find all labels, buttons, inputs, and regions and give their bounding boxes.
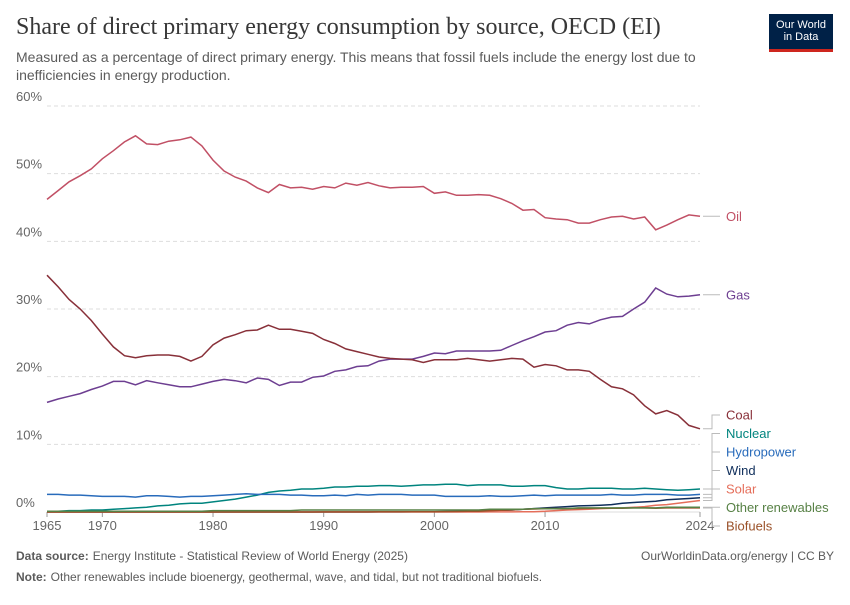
legend-label: Nuclear [726, 426, 771, 441]
series-line [46, 274, 701, 430]
x-tick-label: 2024 [686, 518, 715, 533]
series-line [46, 134, 701, 231]
y-tick-label: 30% [16, 292, 42, 307]
legend-label: Oil [726, 209, 742, 224]
y-tick-label: 40% [16, 224, 42, 239]
y-tick-label: 50% [16, 157, 42, 172]
legend-label: Coal [726, 408, 753, 423]
label-connector [703, 470, 720, 499]
legend-label: Wind [726, 463, 756, 478]
subtitle-box: Measured as a percentage of direct prima… [16, 49, 696, 83]
logo-box[interactable] [769, 14, 833, 52]
y-tick-label: 10% [16, 427, 42, 442]
x-tick-label: 1980 [199, 518, 228, 533]
note-label: Note: [16, 570, 47, 584]
note-text: Other renewables include bioenergy, geot… [51, 570, 542, 584]
source-label: Data source: [16, 549, 89, 563]
y-tick-label: 20% [16, 360, 42, 375]
label-connector [703, 507, 720, 527]
x-tick-label: 1965 [33, 518, 62, 533]
legend-label: Solar [726, 482, 757, 497]
logo-text-box: Our World in Data [776, 19, 826, 43]
series-line [47, 483, 701, 513]
y-tick-label: 0% [16, 495, 35, 510]
logo[interactable]: Our World in Data [776, 19, 826, 43]
chart-subtitle: Measured as a percentage of direct prima… [16, 49, 696, 83]
legend-label: Gas [726, 287, 750, 302]
series-line [47, 506, 700, 513]
source-text: Energy Institute - Statistical Review of… [93, 549, 408, 563]
x-tick-label: 2000 [420, 518, 449, 533]
logo-stripe [769, 49, 833, 52]
legend-label: Biofuels [726, 519, 773, 534]
series-line [47, 492, 701, 498]
series-line [46, 287, 701, 404]
label-connector [703, 488, 720, 501]
label-connector [703, 414, 720, 430]
note: Note: Other renewables include bioenergy,… [16, 570, 542, 584]
source: Data source: Energy Institute - Statistic… [16, 549, 408, 563]
legend-label: Other renewables [726, 500, 829, 515]
url[interactable]: OurWorldinData.org/energy | CC BY [641, 549, 834, 563]
x-tick-label: 1990 [309, 518, 338, 533]
y-tick-label: 60% [16, 89, 42, 104]
x-tick-label: 1970 [88, 518, 117, 533]
x-tick-label: 2010 [531, 518, 560, 533]
chart-title: Share of direct primary energy consumpti… [16, 14, 661, 40]
legend-label: Hydropower [726, 445, 797, 460]
